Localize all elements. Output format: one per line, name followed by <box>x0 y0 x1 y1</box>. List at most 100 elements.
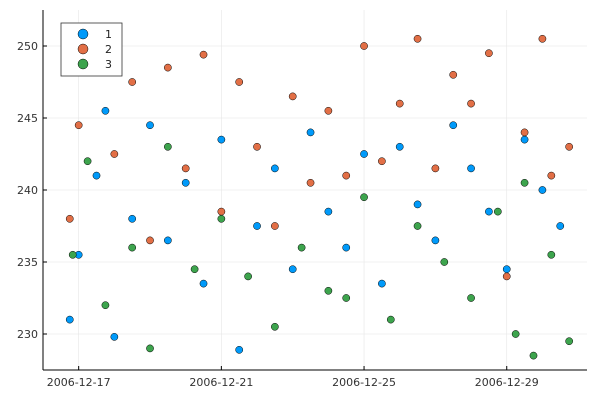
data-point <box>386 315 395 324</box>
data-point <box>413 200 422 209</box>
data-point <box>190 265 199 274</box>
series-1 <box>65 106 565 354</box>
legend-label-3: 3 <box>105 58 112 71</box>
data-point <box>101 106 110 115</box>
data-point <box>520 128 529 137</box>
data-point <box>485 49 493 58</box>
series-2 <box>65 34 574 281</box>
data-point <box>493 207 502 216</box>
data-point <box>164 63 172 72</box>
y-tick-label: 235 <box>17 256 38 269</box>
data-point <box>235 345 244 354</box>
data-point <box>271 322 279 331</box>
data-point <box>360 42 368 50</box>
legend-label-1: 1 <box>105 28 112 41</box>
data-point <box>74 121 83 130</box>
data-point <box>306 128 315 137</box>
legend-label-2: 2 <box>105 43 112 56</box>
data-point <box>271 164 279 173</box>
data-point <box>449 121 458 130</box>
data-point <box>297 243 306 252</box>
y-tick-label: 240 <box>17 184 38 197</box>
data-point <box>217 214 226 223</box>
data-point <box>529 351 538 360</box>
data-point <box>217 207 226 216</box>
data-point <box>65 315 74 324</box>
data-point <box>253 222 261 230</box>
data-point <box>547 250 556 259</box>
data-point <box>413 222 422 230</box>
data-point <box>556 222 565 230</box>
data-point <box>199 279 208 288</box>
data-point <box>360 150 368 158</box>
data-point <box>199 50 208 59</box>
data-point <box>502 272 511 281</box>
data-point <box>128 243 137 252</box>
data-point <box>431 236 440 245</box>
data-point <box>431 164 440 173</box>
legend-box <box>60 22 123 77</box>
data-points <box>65 34 574 360</box>
x-tick-label: 2006-12-25 <box>332 376 396 389</box>
data-point <box>110 333 119 341</box>
data-point <box>324 106 333 115</box>
x-tick-label: 2006-12-21 <box>189 376 253 389</box>
legend: 1 2 3 <box>60 22 123 77</box>
data-point <box>244 272 252 281</box>
legend-marker-2 <box>77 43 89 55</box>
data-point <box>164 142 172 151</box>
y-tick-label: 230 <box>17 328 38 341</box>
data-point <box>181 164 190 173</box>
data-point <box>502 265 511 274</box>
data-point <box>324 207 333 216</box>
data-point <box>520 178 529 187</box>
data-point <box>538 186 547 194</box>
data-point <box>128 78 137 86</box>
data-point <box>342 294 351 302</box>
data-point <box>565 142 574 151</box>
data-point <box>520 135 529 144</box>
data-point <box>306 178 315 187</box>
y-tick-label: 245 <box>17 112 38 125</box>
data-point <box>146 121 154 130</box>
data-point <box>68 250 77 259</box>
data-point <box>253 142 261 151</box>
data-point <box>378 157 386 166</box>
x-tick-label: 2006-12-29 <box>475 376 539 389</box>
data-point <box>164 236 172 245</box>
data-point <box>288 92 297 101</box>
data-point <box>378 279 386 288</box>
data-point <box>181 178 190 187</box>
data-point <box>467 294 475 302</box>
data-point <box>271 222 279 230</box>
legend-marker-1 <box>77 28 89 40</box>
data-point <box>128 214 137 223</box>
data-point <box>217 135 226 144</box>
data-point <box>449 70 458 79</box>
data-point <box>101 301 110 310</box>
data-point <box>288 265 297 274</box>
series-3 <box>68 142 574 360</box>
data-point <box>413 34 422 43</box>
x-axis-ticks: 2006-12-17 2006-12-21 2006-12-25 2006-12-29 <box>47 366 539 389</box>
data-point <box>467 164 475 173</box>
data-point <box>395 142 404 151</box>
y-tick-label: 250 <box>17 40 38 53</box>
data-point <box>324 286 333 295</box>
data-point <box>342 171 351 180</box>
y-axis-ticks: 230 235 240 245 250 <box>17 40 47 341</box>
data-point <box>538 34 547 43</box>
data-point <box>65 214 74 223</box>
data-point <box>360 193 368 202</box>
data-point <box>146 344 154 353</box>
data-point <box>92 171 101 180</box>
data-point <box>440 258 449 266</box>
data-point <box>467 99 475 108</box>
data-point <box>547 171 556 180</box>
data-point <box>395 99 404 108</box>
data-point <box>110 150 119 158</box>
legend-marker-3 <box>77 58 89 70</box>
data-point <box>83 157 92 166</box>
data-point <box>511 330 520 338</box>
